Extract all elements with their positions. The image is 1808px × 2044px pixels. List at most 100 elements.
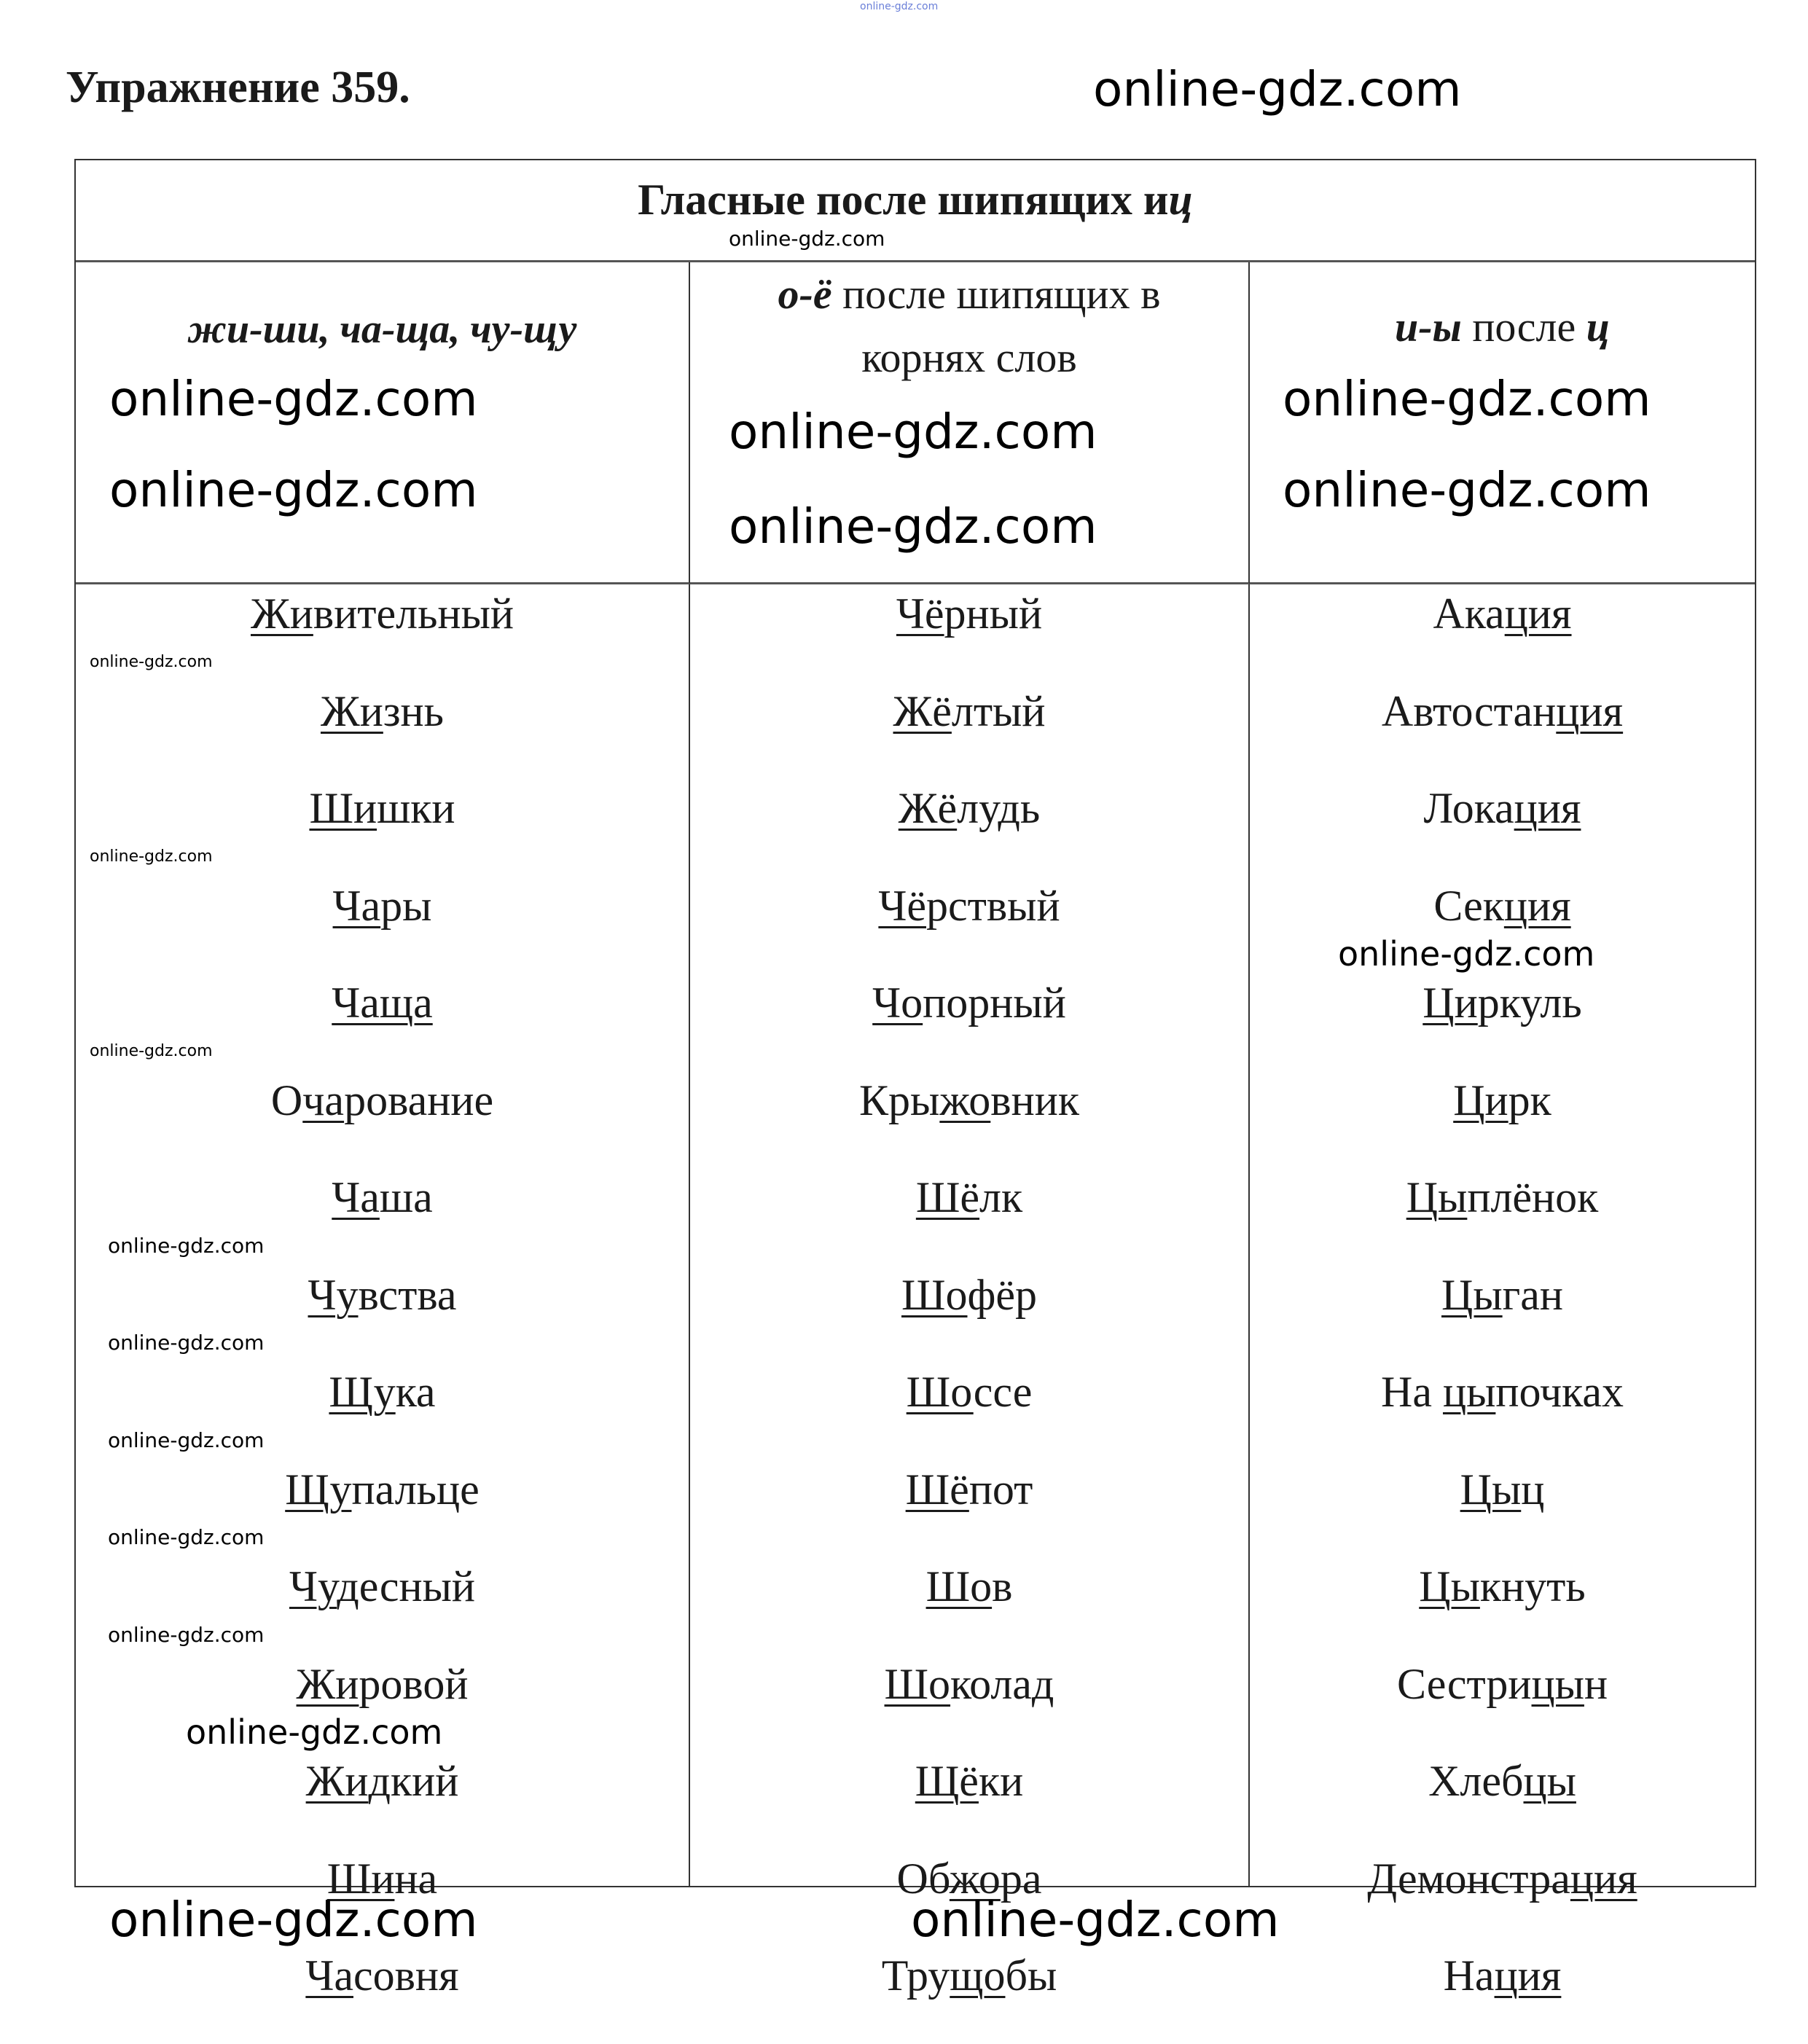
underlined-spelling: Чё	[896, 590, 944, 638]
word-item: Жизнь	[76, 682, 689, 780]
underlined-spelling: Шо	[884, 1659, 951, 1708]
word-item: Обжора	[690, 1849, 1248, 1947]
word-part: ровой	[359, 1659, 469, 1708]
word-list-1: Живительный Жизнь Шишки Чары Чаща Очарование Ч…	[76, 584, 689, 2044]
table-title: Гласные после шипящих и ц	[76, 160, 1755, 262]
watermark: online-gdz.com	[729, 498, 1097, 555]
word-item: Чудесный	[76, 1557, 689, 1655]
column-3-body: Акация Автостанция Локация Секция Циркуль Цир…	[1250, 584, 1755, 2000]
word-item: Щёки	[690, 1752, 1248, 1849]
word-part: лк	[979, 1173, 1023, 1221]
underlined-spelling: Щё	[915, 1757, 979, 1805]
word-item: Шина	[76, 1849, 689, 1947]
underlined-spelling: Чу	[308, 1270, 359, 1319]
word-part: совня	[353, 1951, 459, 2000]
column-2-body: Чёрный Жёлтый Жёлудь Чёрствый Чопорный Крыжов…	[690, 584, 1250, 2000]
underlined-spelling: цы	[1442, 1368, 1496, 1416]
word-item: Чёрный	[690, 584, 1248, 682]
column-header-3-text: после	[1461, 303, 1586, 351]
word-item: Локация	[1250, 779, 1755, 877]
word-list-2: Чёрный Жёлтый Жёлудь Чёрствый Чопорный Крыжов…	[690, 584, 1248, 2044]
column-header-3: и-ы после ц	[1250, 262, 1755, 584]
word-part: ган	[1502, 1270, 1563, 1319]
word-part: ссе	[973, 1368, 1033, 1416]
column-header-2: о-ё после шипящих в корнях слов	[690, 262, 1250, 584]
watermark: online-gdz.com	[1283, 462, 1651, 518]
word-item: Чёрствый	[690, 877, 1248, 974]
underlined-spelling: Чу	[289, 1562, 337, 1610]
word-item: Шишки	[76, 779, 689, 877]
word-item: Жировой	[76, 1655, 689, 1753]
word-item: Сестрицын	[1250, 1655, 1755, 1753]
word-item: Шёлк	[690, 1168, 1248, 1266]
word-part: Кры	[858, 1076, 940, 1124]
word-part: На	[1443, 1951, 1495, 2000]
watermark: online-gdz.com	[90, 1042, 213, 1060]
column-header-2-line2: корнях слов	[861, 334, 1077, 381]
underlined-spelling: Ча	[332, 881, 381, 930]
underlined-spelling: Жё	[893, 686, 952, 735]
underlined-spelling: Цы	[1441, 1270, 1503, 1319]
word-part: колад	[950, 1659, 1054, 1708]
word-part: рование	[344, 1076, 494, 1124]
word-part: Ака	[1433, 590, 1505, 638]
underlined-spelling: Шо	[901, 1270, 968, 1319]
word-part: Автостан	[1381, 686, 1557, 735]
column-header-1: жи-ши, ча-ща, чу-щу	[76, 262, 690, 584]
word-item: Шов	[690, 1557, 1248, 1655]
word-part: почках	[1495, 1368, 1624, 1416]
word-part: фёр	[967, 1270, 1038, 1319]
watermark: online-gdz.com	[1283, 371, 1651, 427]
underlined-spelling: ция	[1503, 881, 1571, 930]
word-item: Шоколад	[690, 1655, 1248, 1753]
watermark: online-gdz.com	[108, 1525, 265, 1549]
word-item: Секция	[1250, 877, 1755, 974]
underlined-spelling: Ча	[332, 1173, 380, 1221]
word-item: На цыпочках	[1250, 1363, 1755, 1460]
word-part: кнуть	[1479, 1562, 1586, 1610]
word-part: На	[1381, 1368, 1443, 1416]
word-part: Лока	[1423, 784, 1514, 832]
watermark: online-gdz.com	[109, 462, 478, 518]
word-item: Чаша	[76, 1168, 689, 1266]
watermark: online-gdz.com	[108, 1428, 265, 1452]
underlined-spelling: Ци	[1453, 1076, 1508, 1124]
word-item: Цирк	[1250, 1071, 1755, 1169]
underlined-spelling: Ци	[1422, 979, 1478, 1027]
underlined-spelling: Чо	[872, 979, 923, 1027]
word-part: лтый	[951, 686, 1046, 735]
underlined-spelling: Жи	[250, 590, 313, 638]
underlined-spelling: Шё	[905, 1465, 969, 1514]
table-title-italic: ц	[1168, 176, 1193, 224]
word-part: в	[992, 1562, 1013, 1610]
word-item: Цыган	[1250, 1266, 1755, 1363]
underlined-spelling: що	[950, 1951, 1006, 2000]
word-item: Жидкий	[76, 1752, 689, 1849]
word-part: Тру	[881, 1951, 950, 2000]
word-part: рк	[1508, 1076, 1551, 1124]
word-item: Чувства	[76, 1266, 689, 1363]
underlined-spelling: ция	[1494, 1951, 1562, 2000]
watermark: online-gdz.com	[1093, 61, 1462, 117]
watermark: online-gdz.com	[108, 1234, 265, 1258]
underlined-spelling: Цы	[1406, 1173, 1468, 1221]
word-part: бы	[1005, 1951, 1057, 2000]
column-header-2-italic: о-ё	[778, 270, 832, 318]
word-item: Цыплёнок	[1250, 1168, 1755, 1266]
word-part: плёнок	[1467, 1173, 1599, 1221]
word-item: Циркуль	[1250, 974, 1755, 1071]
watermark: online-gdz.com	[911, 1892, 1280, 1948]
word-part: рный	[944, 590, 1043, 638]
word-item: Акация	[1250, 584, 1755, 682]
word-part: ки	[978, 1757, 1024, 1805]
word-part: пальце	[351, 1465, 480, 1514]
word-item: Шоссе	[690, 1363, 1248, 1460]
watermark: online-gdz.com	[1338, 934, 1595, 974]
underlined-spelling: ция	[1504, 590, 1572, 638]
word-part: вительный	[313, 590, 514, 638]
word-item: Чопорный	[690, 974, 1248, 1071]
word-part: лудь	[957, 784, 1041, 832]
word-part: десный	[337, 1562, 476, 1610]
underlined-spelling: Цы	[1419, 1562, 1480, 1610]
underlined-spelling: Цы	[1460, 1465, 1522, 1514]
